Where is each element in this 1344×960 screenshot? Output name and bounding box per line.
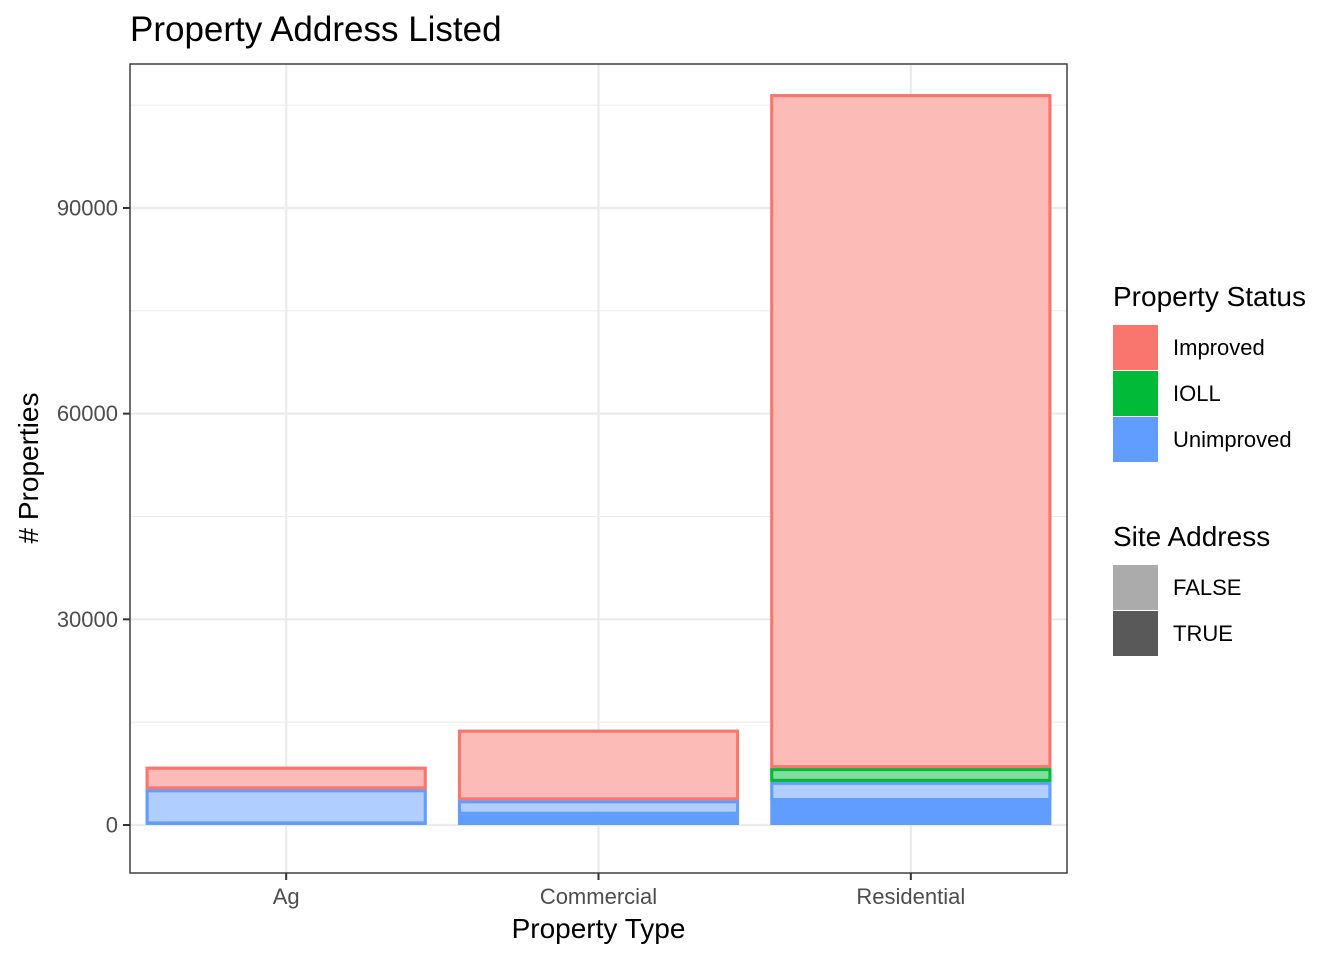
y-tick-label: 90000 xyxy=(57,195,118,220)
x-tick-label: Ag xyxy=(273,884,300,909)
x-tick-label: Residential xyxy=(856,884,965,909)
legend-key-improved xyxy=(1113,325,1158,370)
legend-title: Site Address xyxy=(1113,521,1270,552)
plot-panel xyxy=(129,63,1068,874)
legend-label-unimproved: Unimproved xyxy=(1173,427,1292,452)
bars xyxy=(145,94,1052,826)
legend-label-ioll: IOLL xyxy=(1173,381,1221,406)
y-tick-label: 0 xyxy=(106,813,118,838)
y-tick-label: 60000 xyxy=(57,401,118,426)
chart-title: Property Address Listed xyxy=(130,10,502,49)
bar-segment-ag-unimproved-true xyxy=(145,824,427,826)
bar-overlay-ag-unimproved-false xyxy=(145,789,427,825)
legend-key-unimproved xyxy=(1113,417,1158,462)
bar-overlay-residential-unimproved-false xyxy=(770,781,1052,802)
x-tick-label: Commercial xyxy=(540,884,657,909)
bar-overlay-commercial-improved-false xyxy=(457,729,740,801)
legend-title: Property Status xyxy=(1113,281,1306,312)
bar-overlay-commercial-unimproved-false xyxy=(457,800,740,815)
legend-key-ioll xyxy=(1113,371,1158,416)
bar-overlay-residential-ioll-false xyxy=(770,768,1052,782)
legend-key-true xyxy=(1113,611,1158,656)
x-axis-title: Property Type xyxy=(512,913,686,944)
bar-segment-commercial-unimproved-true xyxy=(457,814,740,826)
legend-property-status: Property Status Improved IOLL Unimproved xyxy=(1113,281,1306,462)
y-tick-label: 30000 xyxy=(57,607,118,632)
legend-label-true: TRUE xyxy=(1173,621,1233,646)
bar-segment-residential-unimproved-true xyxy=(770,801,1052,826)
legends: Property Status Improved IOLL Unimproved Sit… xyxy=(1113,281,1306,656)
bar-overlay-residential-improved-false xyxy=(770,94,1052,769)
x-axis: Ag Commercial Residential xyxy=(273,873,965,909)
legend-key-false xyxy=(1113,565,1158,610)
legend-label-false: FALSE xyxy=(1173,575,1241,600)
y-axis-title: # Properties xyxy=(13,393,44,544)
y-axis: 0 30000 60000 90000 xyxy=(57,195,130,838)
legend-site-address: Site Address FALSE TRUE xyxy=(1113,521,1270,656)
legend-label-improved: Improved xyxy=(1173,335,1265,360)
bar-overlay-ag-improved-false xyxy=(145,766,427,790)
